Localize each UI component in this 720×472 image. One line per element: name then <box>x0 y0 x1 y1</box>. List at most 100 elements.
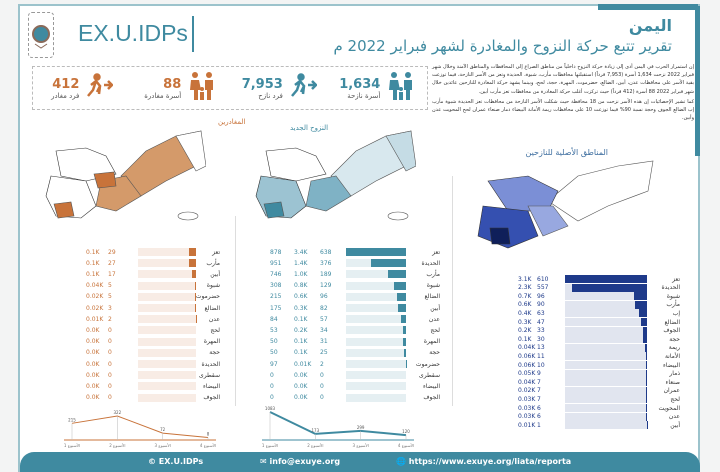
table-value: 215 <box>270 293 282 301</box>
data-label: 299 <box>357 425 365 430</box>
table-value: 878 <box>270 248 282 256</box>
bar-track <box>565 275 647 283</box>
region-name: مأرب <box>666 301 680 309</box>
table-value: 0.4K <box>518 309 532 317</box>
series-line <box>71 415 209 438</box>
departed-heading: المغادرين <box>218 118 246 126</box>
region-name: ريمة <box>668 344 680 352</box>
bar-fill <box>646 395 647 404</box>
table-value: 13 <box>537 344 545 352</box>
bar-fill <box>195 304 196 312</box>
bar-fill <box>188 248 196 256</box>
region-name: البيضاء <box>203 382 220 390</box>
region-name: شبوة <box>666 292 680 300</box>
family-icon <box>187 71 217 105</box>
bar-fill <box>645 361 647 369</box>
table-value: 376 <box>320 259 332 267</box>
map-region-taiz <box>53 201 75 219</box>
footer-url[interactable]: 🌐 https://www.exuye.org/liata/reporta <box>396 457 572 466</box>
bar-fill <box>370 259 406 268</box>
bar-fill <box>640 318 647 326</box>
bar-fill <box>645 343 647 352</box>
bar-track <box>138 371 196 380</box>
x-tick-label: الأسبوع 4 <box>200 443 216 448</box>
region-name: البيضاء <box>663 361 680 369</box>
region-name: شبوة <box>426 282 440 290</box>
table-value: 9 <box>537 370 541 378</box>
bar-fill <box>642 326 647 335</box>
kpi-label: فرد مغادر <box>51 91 80 100</box>
bar-track <box>346 281 406 290</box>
bar-track <box>565 335 647 344</box>
table-value: 189 <box>320 270 332 278</box>
table-value: 96 <box>537 292 545 300</box>
data-label: 173 <box>312 428 320 433</box>
data-label: 120 <box>402 429 410 434</box>
table-value: 0.2K <box>294 326 308 334</box>
bar-fill <box>194 281 196 290</box>
table-value: 0.7K <box>518 292 532 300</box>
region-name: الحديدة <box>421 259 440 267</box>
table-value: 84 <box>270 315 278 323</box>
bar-fill <box>572 283 647 292</box>
divider <box>192 16 194 52</box>
kpi-value: 7,953 <box>241 76 283 92</box>
bar-track <box>346 348 406 357</box>
table-value: 0.1K <box>294 315 308 323</box>
table-value: 3.1K <box>518 275 532 283</box>
region-name: صنعاء <box>665 378 680 386</box>
kpi-card: 7,953 فرد نازح <box>230 67 329 109</box>
table-value: 0.0K <box>294 371 308 379</box>
region-name: أبين <box>430 304 440 312</box>
bar-track <box>346 315 406 324</box>
footer-email[interactable]: ✉ info@exuye.org <box>260 457 341 466</box>
bar-track <box>346 360 406 368</box>
bar-fill <box>645 369 647 378</box>
table-value: 63 <box>537 309 545 317</box>
data-label: 8 <box>207 431 210 436</box>
table-value: 0.0K <box>86 382 100 390</box>
x-tick-label: الأسبوع 2 <box>109 443 125 448</box>
bar-fill <box>638 309 647 318</box>
table-value: 27 <box>108 259 116 267</box>
report-title: تقرير تتبع حركة النزوح والمغادرة لشهر فب… <box>333 37 672 55</box>
table-value: 0.1K <box>86 259 100 267</box>
footer-brand: © EX.U.IDPs <box>148 457 204 466</box>
x-tick-label: الأسبوع 1 <box>64 443 80 448</box>
bar-track <box>565 318 647 326</box>
table-value: 7 <box>537 387 541 395</box>
table-value: 0.01K <box>294 360 312 368</box>
bar-track <box>138 248 196 256</box>
kpi-value: 88 <box>163 76 182 92</box>
bar-track <box>565 361 647 369</box>
table-value: 0.04K <box>518 344 536 352</box>
data-label: 322 <box>114 410 122 415</box>
table-value: 0 <box>320 382 324 390</box>
bar-track <box>346 270 406 279</box>
table-value: 50 <box>270 349 278 357</box>
bar-fill <box>388 270 406 279</box>
footer-bar: © EX.U.IDPs ✉ info@exuye.org 🌐 https://w… <box>20 452 700 472</box>
departed-weekly-line-chart: 215 الأسبوع 1 322 الأسبوع 2 72 الأسبوع 3 8 الأس… <box>64 410 216 448</box>
table-value: 0.03K <box>518 395 536 403</box>
bar-track <box>565 283 647 292</box>
table-value: 0 <box>108 360 112 368</box>
bar-track <box>138 304 196 312</box>
departed-map <box>45 130 206 221</box>
region-name: المهرة <box>203 338 220 346</box>
bar-track <box>565 412 647 421</box>
region-name: أبين <box>670 421 680 429</box>
region-name: عدن <box>208 315 220 323</box>
kpi-row: 1,634 أسرة نازحة 7,953 فرد نازح 88 أسرة مغادر… <box>32 66 428 110</box>
table-value: 0.0K <box>86 326 100 334</box>
seal-logo <box>28 12 54 58</box>
table-value: 0 <box>320 394 324 402</box>
table-value: 50 <box>270 338 278 346</box>
bar-fill <box>634 292 647 301</box>
region-name: حضرموت <box>195 293 220 301</box>
intro-paragraph: كما تشير الإحصائيات إن هذه الأسر نزحت من… <box>432 98 694 122</box>
table-value: 610 <box>537 275 549 283</box>
table-value: 0.6K <box>294 293 308 301</box>
region-name: أبين <box>210 270 220 278</box>
bar-fill <box>194 292 196 301</box>
